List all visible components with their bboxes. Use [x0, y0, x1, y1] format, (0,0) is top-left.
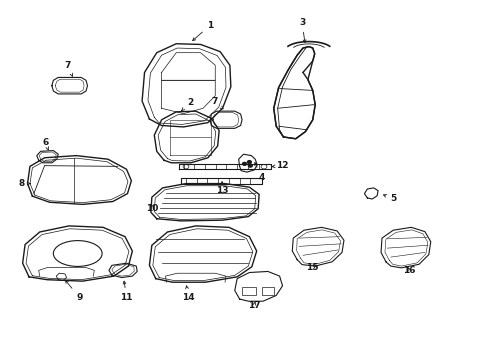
Text: 12: 12 [272, 161, 288, 170]
Polygon shape [154, 111, 219, 163]
Text: 2: 2 [182, 98, 193, 111]
Text: 8: 8 [18, 179, 30, 188]
Text: 3: 3 [298, 18, 305, 42]
Polygon shape [142, 44, 230, 127]
Polygon shape [37, 150, 58, 163]
Text: 11: 11 [120, 281, 132, 302]
Text: 13: 13 [215, 182, 228, 195]
Text: 5: 5 [383, 194, 396, 203]
Text: 16: 16 [402, 266, 415, 275]
Polygon shape [56, 273, 66, 280]
Text: 15: 15 [305, 264, 317, 273]
Polygon shape [27, 156, 131, 204]
Polygon shape [238, 154, 257, 172]
Text: 10: 10 [145, 204, 158, 213]
Polygon shape [149, 226, 256, 282]
Bar [261, 287, 273, 295]
Bar [242, 287, 255, 295]
Polygon shape [292, 227, 343, 266]
Text: 14: 14 [182, 286, 194, 302]
Text: 6: 6 [42, 138, 49, 150]
Polygon shape [178, 164, 271, 169]
Circle shape [242, 162, 246, 165]
Text: 9: 9 [65, 280, 82, 302]
Polygon shape [109, 263, 137, 278]
Polygon shape [234, 271, 282, 301]
Text: 7: 7 [211, 97, 223, 109]
Text: 17: 17 [247, 301, 260, 310]
Circle shape [248, 164, 252, 167]
Polygon shape [22, 226, 132, 281]
Polygon shape [380, 227, 430, 268]
Polygon shape [364, 188, 377, 199]
Polygon shape [52, 77, 87, 94]
Polygon shape [210, 111, 242, 129]
Polygon shape [151, 184, 259, 221]
Text: 1: 1 [192, 21, 213, 41]
Circle shape [247, 161, 251, 163]
Text: 4: 4 [254, 163, 264, 182]
Text: 7: 7 [65, 62, 73, 76]
Polygon shape [181, 178, 261, 184]
Polygon shape [273, 46, 315, 139]
